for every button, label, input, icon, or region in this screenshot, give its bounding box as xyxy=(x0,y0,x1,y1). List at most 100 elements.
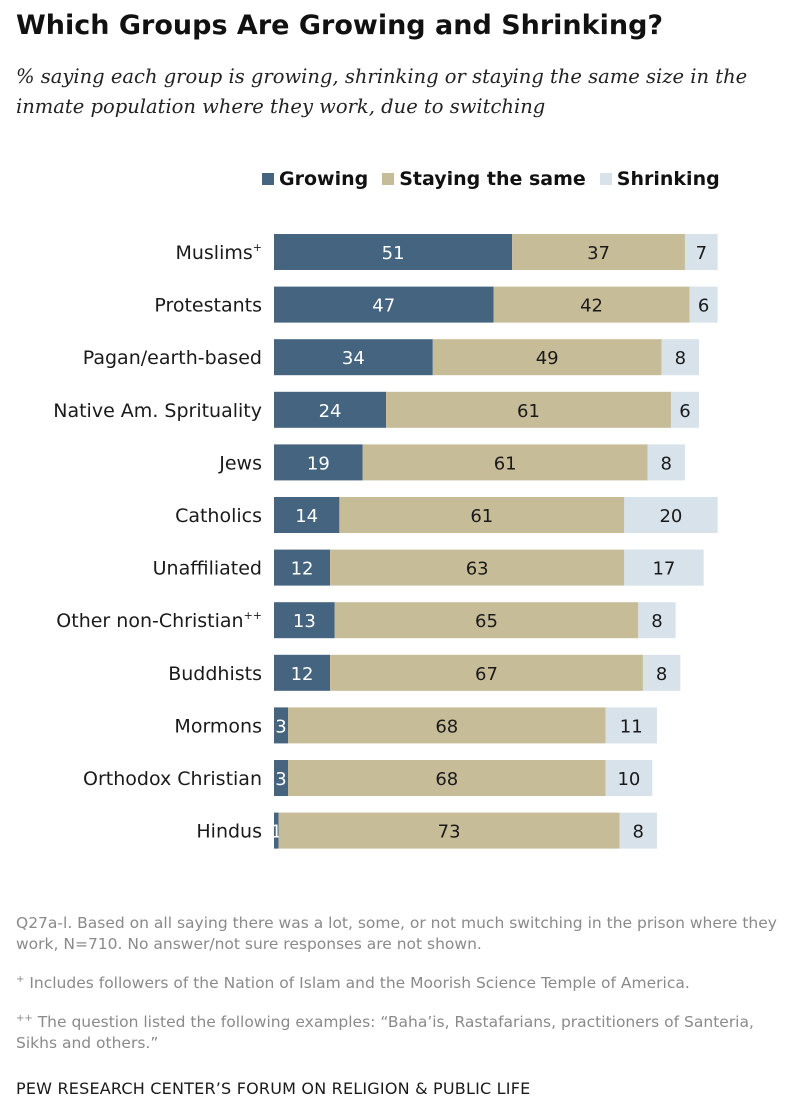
bar-shrinking-pagan-earth-based xyxy=(661,339,699,376)
category-superscript: + xyxy=(253,241,262,254)
bar-shrinking-jews xyxy=(647,444,685,481)
bar-growing-buddhists xyxy=(274,654,331,691)
category-label-buddhists: Buddhists xyxy=(168,663,262,685)
bar-shrinking-other-non-christian xyxy=(638,602,676,639)
bar-growing-unaffiliated xyxy=(274,549,331,586)
bar-shrinking-hindus xyxy=(619,812,657,849)
note-other-text: The question listed the following exampl… xyxy=(16,1013,754,1053)
chart-subtitle: % saying each group is growing, shrinkin… xyxy=(16,65,748,118)
bar-same-protestants xyxy=(493,286,690,323)
value-label-growing-muslims: 51 xyxy=(382,243,405,264)
value-label-same-muslims: 37 xyxy=(587,243,610,264)
value-label-shrinking-pagan-earth-based: 8 xyxy=(675,348,686,369)
value-label-same-orthodox-christian: 68 xyxy=(435,769,458,790)
value-label-same-buddhists: 67 xyxy=(475,664,498,685)
value-label-same-mormons: 68 xyxy=(435,716,458,737)
legend-item-growing: Growing xyxy=(262,168,368,190)
bar-shrinking-mormons xyxy=(605,707,657,744)
category-label-other-non-christian: Other non-Christian++ xyxy=(56,609,262,632)
category-label-pagan-earth-based: Pagan/earth-based xyxy=(83,347,262,369)
category-label-hindus: Hindus xyxy=(196,821,262,843)
category-label-native-am-sprituality: Native Am. Sprituality xyxy=(53,400,262,422)
value-label-growing-other-non-christian: 13 xyxy=(293,611,316,632)
bar-same-pagan-earth-based xyxy=(432,339,662,376)
legend-item-same: Staying the same xyxy=(382,168,586,190)
bar-growing-native-am-sprituality xyxy=(274,391,387,428)
value-label-shrinking-native-am-sprituality: 6 xyxy=(679,401,690,422)
value-label-same-protestants: 42 xyxy=(580,296,603,317)
bar-growing-other-non-christian xyxy=(274,602,335,639)
category-label-orthodox-christian: Orthodox Christian xyxy=(83,768,262,790)
bar-same-buddhists xyxy=(330,654,643,691)
category-label-catholics: Catholics xyxy=(175,505,262,527)
bar-growing-catholics xyxy=(274,497,340,533)
legend-label-growing: Growing xyxy=(279,168,369,190)
bar-same-orthodox-christian xyxy=(288,760,606,796)
category-label-unaffiliated: Unaffiliated xyxy=(153,558,262,580)
value-label-shrinking-orthodox-christian: 10 xyxy=(617,769,640,790)
value-label-shrinking-unaffiliated: 17 xyxy=(652,559,675,580)
value-label-shrinking-catholics: 20 xyxy=(659,506,682,527)
legend-swatch-same xyxy=(382,173,395,185)
value-label-same-hindus: 73 xyxy=(438,822,461,843)
value-label-shrinking-mormons: 11 xyxy=(620,716,643,737)
value-label-growing-mormons: 3 xyxy=(275,716,286,737)
value-label-same-catholics: 61 xyxy=(470,506,493,527)
bar-shrinking-catholics xyxy=(624,497,718,533)
bar-growing-pagan-earth-based xyxy=(274,339,433,376)
stacked-bar-chart: Muslims+ 51 37 7 Protestants 47 42 6 Pagan/earth… xyxy=(53,234,718,849)
value-label-growing-protestants: 47 xyxy=(372,296,395,317)
legend-label-shrinking: Shrinking xyxy=(616,168,720,190)
note-methodology: Q27a-l. Based on all saying there was a … xyxy=(16,914,777,953)
value-label-same-other-non-christian: 65 xyxy=(475,611,498,632)
value-label-growing-hindus: 1 xyxy=(271,822,282,843)
source-credit: PEW RESEARCH CENTER’S FORUM ON RELIGION … xyxy=(16,1079,531,1098)
bar-same-other-non-christian xyxy=(334,602,639,639)
legend-item-shrinking: Shrinking xyxy=(599,168,720,190)
bar-same-catholics xyxy=(339,497,625,533)
value-label-growing-pagan-earth-based: 34 xyxy=(342,348,365,369)
notes: Q27a-l. Based on all saying there was a … xyxy=(16,913,791,1068)
bar-growing-protestants xyxy=(274,286,494,323)
bar-shrinking-orthodox-christian xyxy=(605,760,653,796)
value-label-shrinking-muslims: 7 xyxy=(696,243,707,264)
bar-same-mormons xyxy=(288,707,606,744)
bar-shrinking-muslims xyxy=(684,234,718,270)
category-label-protestants: Protestants xyxy=(154,295,262,317)
value-label-growing-native-am-sprituality: 24 xyxy=(319,401,342,422)
value-label-growing-orthodox-christian: 3 xyxy=(275,769,286,790)
value-label-same-pagan-earth-based: 49 xyxy=(536,348,559,369)
legend: Growing Staying the same Shrinking xyxy=(262,168,720,190)
value-label-shrinking-hindus: 8 xyxy=(633,822,644,843)
bar-growing-orthodox-christian xyxy=(274,760,289,796)
bar-same-hindus xyxy=(278,812,620,849)
bar-same-unaffiliated xyxy=(330,549,625,586)
bar-shrinking-native-am-sprituality xyxy=(670,391,699,428)
bar-shrinking-unaffiliated xyxy=(624,549,704,586)
value-label-shrinking-other-non-christian: 8 xyxy=(651,611,662,632)
bar-growing-mormons xyxy=(274,707,289,744)
value-label-growing-catholics: 14 xyxy=(295,506,318,527)
category-label-muslims: Muslims+ xyxy=(175,241,262,264)
note-muslims-text: Includes followers of the Nation of Isla… xyxy=(24,974,690,993)
value-label-growing-jews: 19 xyxy=(307,453,330,474)
value-label-same-native-am-sprituality: 61 xyxy=(517,401,540,422)
bar-same-muslims xyxy=(512,234,685,270)
note-muslims: + Includes followers of the Nation of Is… xyxy=(16,969,791,994)
bar-same-jews xyxy=(362,444,648,481)
value-label-shrinking-jews: 8 xyxy=(661,453,672,474)
bar-shrinking-buddhists xyxy=(642,654,681,691)
value-label-growing-buddhists: 12 xyxy=(291,664,314,685)
value-label-shrinking-buddhists: 8 xyxy=(656,664,667,685)
note-muslims-mark: + xyxy=(16,974,25,985)
bar-shrinking-protestants xyxy=(689,286,718,323)
value-label-same-jews: 61 xyxy=(494,453,517,474)
bar-same-native-am-sprituality xyxy=(386,391,671,428)
legend-label-same: Staying the same xyxy=(399,168,586,190)
value-label-growing-unaffiliated: 12 xyxy=(291,559,314,580)
value-label-same-unaffiliated: 63 xyxy=(466,559,489,580)
chart-title: Which Groups Are Growing and Shrinking? xyxy=(16,10,664,41)
note-other-non-christian: ++ The question listed the following exa… xyxy=(16,1008,791,1054)
legend-swatch-growing xyxy=(262,173,274,185)
legend-swatch-shrinking xyxy=(599,173,612,185)
